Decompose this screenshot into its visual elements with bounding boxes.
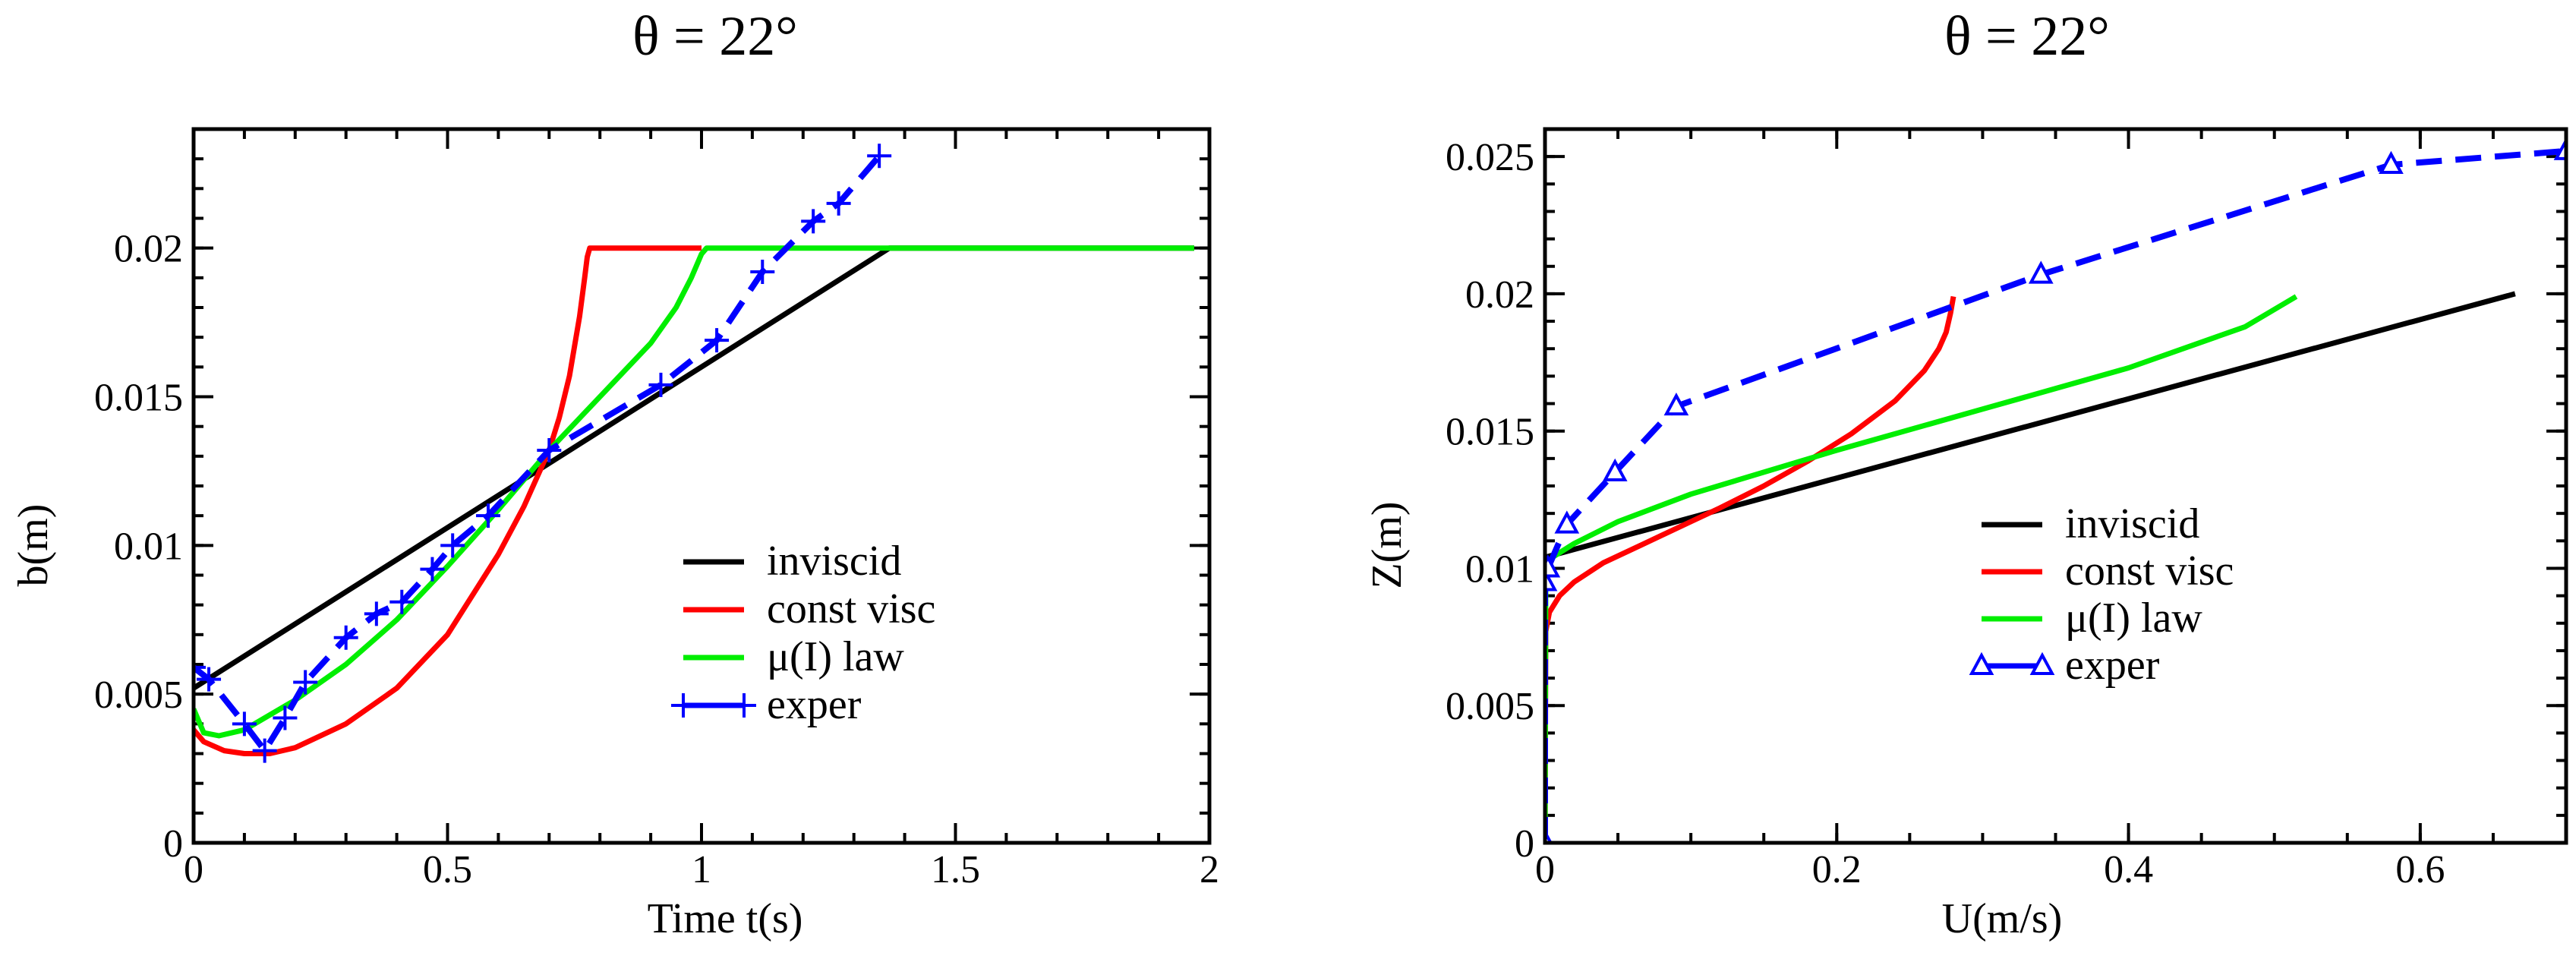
series-line-inviscid [194,245,1194,691]
y-tick-label: 0.005 [94,674,183,717]
left-y-axis-label: b(m) [10,504,57,587]
triangle-marker [1554,510,1580,534]
legend-label: exper [767,681,862,728]
plus-marker [420,557,445,582]
right-plot-frame [1543,127,2568,845]
plus-marker [750,260,775,284]
x-tick-label: 0.2 [1812,848,1862,891]
triangle-marker [2029,651,2055,675]
right-panel-z-vs-u: θ = 22° U(m/s) Z(m) 0 0.2 0.4 0.6 0 0.005 0.01… [1364,5,2568,942]
left-plot-frame [191,127,1212,845]
plus-marker [273,705,298,730]
legend-label: μ(I) law [767,633,904,680]
plus-marker [194,655,206,680]
right-x-axis-label: U(m/s) [1942,895,2063,942]
plus-marker [252,738,277,763]
plus-marker [476,503,501,528]
legend-label: inviscid [767,538,901,585]
left-panel-title: θ = 22° [632,5,798,68]
right-axis-ticks: 0 0.2 0.4 0.6 0 0.005 0.01 0.015 0.02 0.025 [1446,128,2568,891]
plus-marker [826,191,851,216]
y-tick-label: 0.015 [1446,411,1534,454]
right-panel-title: θ = 22° [1944,5,2110,68]
x-tick-label: 0 [184,848,203,891]
plus-marker [537,438,562,462]
y-tick-label: 0 [163,822,183,866]
plus-marker [333,625,358,650]
plus-marker [364,601,389,626]
x-tick-label: 0.5 [423,848,472,891]
plus-marker [232,711,257,737]
legend-label: exper [2065,642,2160,689]
right-y-axis-label: Z(m) [1364,501,1411,588]
legend-label: μ(I) law [2065,595,2202,642]
x-tick-label: 0 [1535,848,1555,891]
plus-marker [648,372,673,397]
legend-label: const visc [767,585,935,632]
triangle-marker [1602,458,1628,481]
y-tick-label: 0.015 [94,377,183,420]
x-tick-label: 0.6 [2395,848,2445,891]
y-tick-label: 0 [1515,822,1534,866]
x-tick-label: 0.4 [2104,848,2153,891]
left-axis-ticks: 0 0.5 1 1.5 2 0 0.005 0.01 0.015 0.02 [94,128,1219,891]
series-line-inviscid [1545,291,2516,843]
triangle-marker [2379,150,2404,174]
y-tick-label: 0.01 [114,525,183,568]
plus-marker [293,670,318,695]
plus-marker [440,533,465,558]
legend-label: inviscid [2065,500,2199,547]
series-line-const-visc [1545,295,1956,843]
y-tick-label: 0.005 [1446,685,1534,728]
plus-marker [197,667,222,692]
plus-marker [389,589,415,614]
x-tick-label: 1 [692,848,711,891]
plus-marker [671,693,695,718]
plus-marker [867,144,892,169]
y-tick-label: 0.01 [1465,547,1534,591]
triangle-marker [1663,392,1689,416]
y-tick-label: 0.02 [114,228,183,271]
right-series [1545,137,2566,843]
plus-marker [801,209,826,234]
series-line-exper [1545,147,2566,843]
series-line--i-law [194,245,1194,739]
triangle-marker [1545,554,1561,578]
left-x-axis-label: Time t(s) [648,895,803,942]
plus-marker [705,328,730,353]
triangle-marker [2028,260,2054,284]
series-line-const-visc [194,245,702,756]
left-series [194,144,1194,763]
x-tick-label: 2 [1200,848,1219,891]
triangle-marker [1969,651,1994,675]
legend-label: const visc [2065,547,2234,595]
y-tick-label: 0.02 [1465,273,1534,317]
plus-marker [732,693,756,718]
triangle-marker [2553,137,2566,160]
left-panel-b-vs-time: θ = 22° Time t(s) b(m) 0 0.5 1 1.5 2 0 0.005 0.… [10,5,1219,942]
x-tick-label: 1.5 [931,848,980,891]
y-tick-label: 0.025 [1446,136,1534,179]
triangle-marker [1545,568,1558,591]
